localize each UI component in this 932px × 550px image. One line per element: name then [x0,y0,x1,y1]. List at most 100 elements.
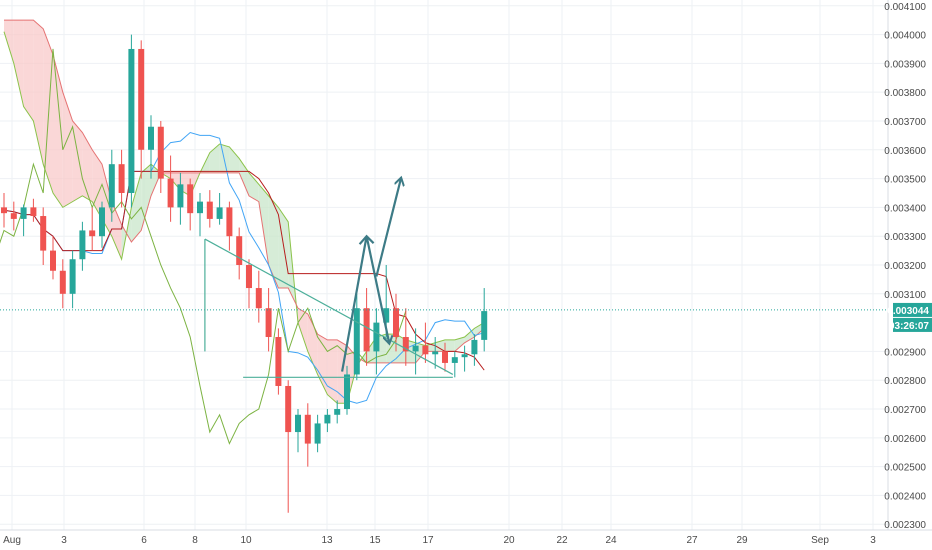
y-tick-label: 0.003600 [884,146,926,157]
candle-body [442,351,448,363]
candle-body [236,236,243,265]
candle-body [40,216,47,251]
candle-body [461,354,468,358]
ichimoku-cloud [4,20,485,404]
cloud-segment [23,20,34,121]
candle-body [373,322,380,352]
candle-body [216,207,223,219]
cloud-segment [435,339,445,352]
cloud-segment [33,20,44,165]
candle-body [324,414,331,424]
y-tick-label: 0.002800 [884,376,926,387]
candle-body [353,308,360,375]
triangle-pattern[interactable] [204,238,454,378]
candle-body [167,178,174,208]
candle-body [432,351,439,355]
x-tick-label: 3 [61,535,67,546]
candle-body [148,126,154,150]
y-tick-label: 0.003700 [884,117,926,128]
cloud-segment [258,184,269,265]
candle-body [128,48,135,193]
senkou-span-b-line [4,19,485,364]
candle-body [334,409,341,415]
x-tick-label: Aug [3,535,21,546]
candle-body [285,385,292,433]
y-tick-label: 0.002400 [884,491,926,502]
chikou-line [0,48,407,445]
x-tick-label: 15 [369,535,381,546]
x-tick-label: 17 [422,535,434,546]
cloud-segment [317,334,328,395]
candle-body [1,207,7,214]
cloud-segment [209,144,220,173]
candle-body [304,414,311,444]
cloud-segment [268,195,279,289]
countdown-tag [893,317,932,332]
candle-body [314,423,321,444]
candle-body [393,308,399,338]
cloud-segment [4,20,14,64]
x-tick-label: Sep [811,535,829,546]
candle-body [89,230,96,237]
candle-body [197,201,203,214]
candle-body [138,48,145,150]
candle-body [422,345,429,355]
cloud-segment [131,172,142,242]
cloud-segment [445,339,455,352]
candle-body [187,184,194,214]
candle-body [206,201,213,219]
cloud-segment [249,172,259,202]
candle-body [451,357,458,363]
cloud-segment [239,158,249,196]
y-tick-label: 0.002300 [884,520,926,531]
cloud-segment [53,54,63,208]
candle-body [30,207,37,217]
y-tick-label: 0.003200 [884,261,926,272]
cloud-segment [327,339,338,404]
candle-body [344,374,350,410]
cloud-segment [454,337,465,352]
projection-arrow-peak-head [358,234,375,245]
candle-body [481,311,488,340]
y-tick-label: 0.004100 [884,2,926,13]
triangle-top-trendline[interactable] [204,238,454,375]
candle-body [20,207,27,219]
candle-body [295,414,301,433]
countdown-label: 03:26:07 [889,321,929,332]
x-tick-label: 22 [556,535,568,546]
candle-body [177,184,184,208]
x-tick-label: 20 [503,535,515,546]
x-tick-label: 29 [736,535,748,546]
cloud-segment [13,20,24,107]
candle-body [265,308,272,338]
candle-body [118,164,125,193]
y-tick-label: 0.002700 [884,405,926,416]
y-tick-label: 0.003800 [884,88,926,99]
candle-body [226,207,233,237]
candle-body [383,308,390,323]
y-tick-label: 0.002600 [884,434,926,445]
candle-body [108,164,115,208]
x-tick-label: 6 [141,535,147,546]
candle-body [157,126,164,179]
projection-arrow-2[interactable] [375,179,401,277]
candle-body [471,339,478,355]
candle-body [99,207,105,237]
y-tick-label: 0.003100 [884,290,926,301]
candle-body [59,270,66,294]
candles [1,34,488,513]
candle-body [79,230,86,260]
candle-body [402,337,409,352]
cloud-segment [111,201,122,260]
x-tick-label: 8 [192,535,198,546]
candle-body [275,337,282,386]
candle-body [255,288,262,309]
x-tick-label: 13 [321,535,333,546]
candle-body [412,345,419,352]
x-tick-label: 10 [240,535,252,546]
candle-body [363,308,370,352]
candle-body [50,250,56,271]
